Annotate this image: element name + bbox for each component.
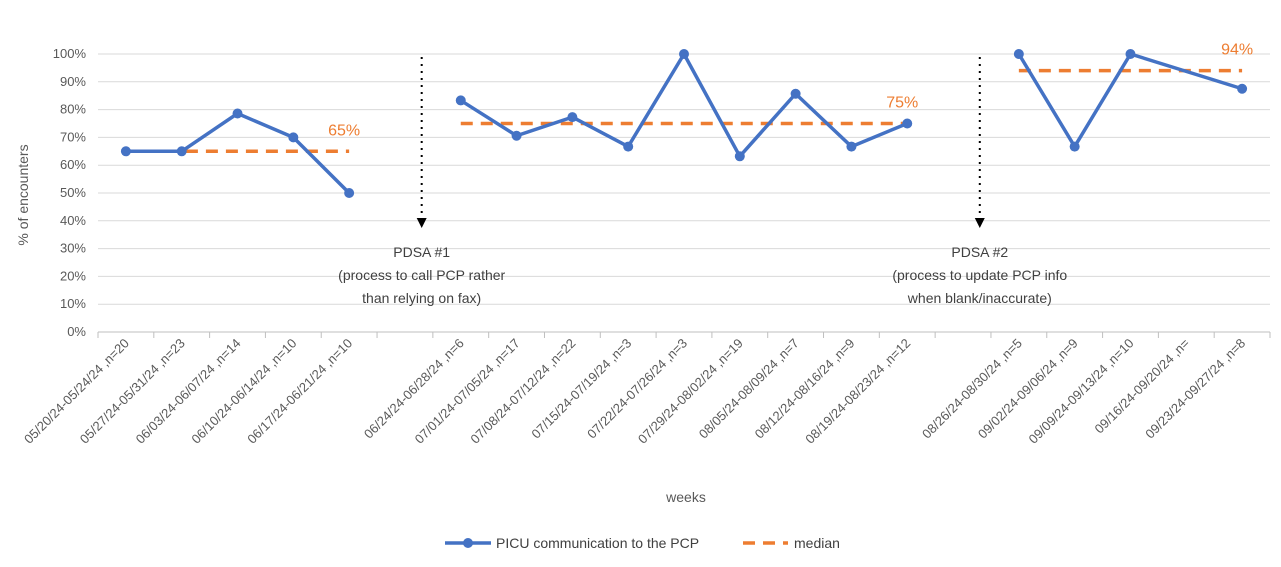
y-tick-label: 10% [60, 296, 86, 311]
data-point [1013, 49, 1024, 59]
x-tick-label: 08/19/24-08/23/24 ,n=12 [802, 336, 913, 447]
data-point [455, 95, 466, 106]
median-label: 65% [328, 122, 360, 139]
y-tick-label: 30% [60, 241, 86, 256]
y-tick-label: 20% [60, 268, 86, 283]
x-tick-label: 07/15/24-07/19/24 ,n=3 [528, 336, 634, 442]
pdsa-annotation-text: when blank/inaccurate) [907, 290, 1052, 306]
x-tick-label: 05/20/24-05/24/24 ,n=20 [21, 336, 132, 447]
pdsa-arrow-head [974, 218, 985, 228]
legend-series-marker [463, 538, 473, 548]
data-point [846, 141, 857, 152]
gridlines [98, 53, 1270, 333]
data-point [176, 146, 187, 157]
x-tick-label: 06/10/24-06/14/24 ,n=10 [188, 336, 299, 447]
pdsa-annotation-text: PDSA #2 [951, 244, 1008, 260]
data-point [567, 112, 578, 123]
series-line [1017, 52, 1243, 149]
y-tick-label: 90% [60, 74, 86, 89]
picu-communication-series [120, 49, 1248, 198]
y-tick-label: 100% [53, 46, 87, 61]
pdsa-arrow-head [416, 218, 427, 228]
data-point [623, 141, 634, 152]
data-point [1125, 49, 1136, 59]
legend-median-label: median [794, 535, 840, 551]
data-point [1069, 141, 1080, 152]
legend: PICU communication to the PCP median [445, 535, 840, 551]
data-point [120, 146, 131, 157]
x-tick-label: 05/27/24-05/31/24 ,n=23 [77, 336, 188, 447]
x-tick-label: 09/02/24-09/06/24 ,n=9 [975, 336, 1081, 442]
pdsa-annotations: PDSA #1 (process to call PCP rather than r… [338, 57, 1067, 306]
series-line [125, 111, 351, 195]
pdsa-annotation-text: (process to update PCP info [892, 267, 1067, 283]
x-tick-label: 08/05/24-08/09/24 ,n=7 [696, 336, 802, 442]
legend-series-label: PICU communication to the PCP [496, 535, 699, 551]
y-tick-label: 0% [67, 324, 86, 339]
y-tick-label: 40% [60, 213, 86, 228]
y-tick-label: 50% [60, 185, 86, 200]
x-tick-label: 06/03/24-06/07/24 ,n=14 [133, 336, 244, 447]
y-tick-label: 60% [60, 157, 86, 172]
data-point [734, 151, 745, 162]
x-tick-label: 09/16/24-09/20/24 ,n= [1092, 336, 1193, 437]
x-axis-ticks: 05/20/24-05/24/24 ,n=2005/27/24-05/31/24… [21, 336, 1248, 447]
pdsa-annotation-text: (process to call PCP rather [338, 267, 505, 283]
data-point [344, 188, 355, 198]
y-axis-title: % of encounters [15, 144, 31, 245]
y-axis-ticks: 0% 10% 20% 30% 40% 50% 60% 70% 80% 90% 100% [53, 46, 87, 339]
pdsa-annotation-text: PDSA #1 [393, 244, 450, 260]
x-tick-label: 07/08/24-07/12/24 ,n=22 [467, 336, 578, 447]
y-tick-label: 80% [60, 102, 86, 117]
x-tick-label: 07/22/24-07/26/24 ,n=3 [584, 336, 690, 442]
data-point [790, 88, 801, 99]
median-series: 65% 75% 94% [125, 42, 1253, 154]
data-point [902, 118, 913, 129]
median-label: 75% [886, 95, 918, 112]
median-label: 94% [1221, 42, 1253, 59]
x-axis [97, 332, 1271, 338]
x-tick-label: 07/01/24-07/05/24 ,n=17 [412, 336, 523, 447]
x-tick-label: 07/29/24-08/02/24 ,n=19 [635, 336, 746, 447]
x-tick-label: 09/09/24-09/13/24 ,n=10 [1026, 336, 1137, 447]
x-axis-title: weeks [665, 489, 706, 505]
x-tick-label: 08/12/24-08/16/24 ,n=9 [752, 336, 858, 442]
pdsa-annotation-text: than relying on fax) [362, 290, 481, 306]
data-point [288, 132, 299, 143]
x-tick-label: 08/26/24-08/30/24 ,n=5 [919, 336, 1025, 442]
x-tick-label: 09/23/24-09/27/24 ,n=8 [1142, 336, 1248, 442]
x-tick-label: 06/17/24-06/21/24 ,n=10 [244, 336, 355, 447]
data-point [232, 108, 243, 119]
x-tick-label: 06/24/24-06/28/24 ,n=6 [361, 336, 467, 442]
data-point [1237, 83, 1248, 94]
series-line [459, 52, 908, 159]
y-tick-label: 70% [60, 129, 86, 144]
data-point [679, 49, 689, 59]
data-point [511, 130, 522, 141]
